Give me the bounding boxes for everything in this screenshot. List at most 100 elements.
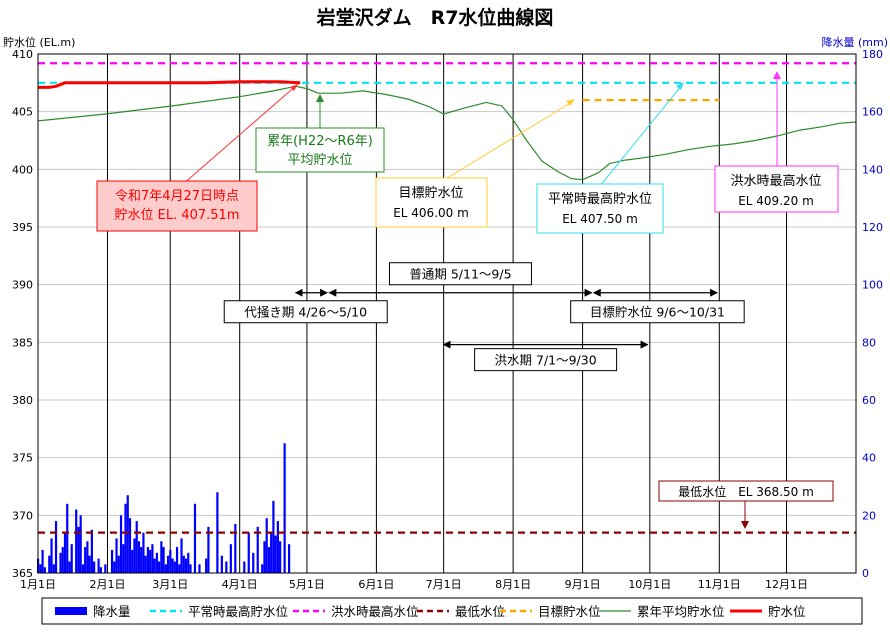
average-level-annotation: 累年(H22～R6年) 平均貯水位 — [255, 94, 385, 173]
legend-label: 貯水位 — [768, 604, 806, 619]
rainfall-bars — [37, 443, 291, 573]
y-tick-left: 365 — [12, 567, 33, 580]
rain-bar — [216, 492, 219, 573]
rain-bar — [166, 555, 170, 573]
rain-bar — [247, 532, 250, 573]
y-tick-right: 0 — [862, 567, 869, 580]
rain-bar — [66, 503, 69, 573]
rain-bar — [164, 564, 167, 573]
rain-bar — [88, 555, 91, 573]
rain-bar — [155, 552, 158, 573]
y-tick-left: 405 — [12, 106, 33, 119]
rain-bar — [122, 544, 125, 573]
x-tick-label: 9月1日 — [565, 578, 601, 591]
x-tick-label: 7月1日 — [426, 578, 462, 591]
rain-bar — [84, 547, 87, 573]
rain-bar — [205, 558, 208, 573]
rain-bar — [229, 544, 232, 573]
y-tick-left: 400 — [12, 163, 33, 176]
rain-bar — [81, 564, 85, 573]
right-axis-ticks: 0 20 40 60 80 100 120 140 160 180 — [862, 48, 883, 580]
period-label: 洪水期 7/1～9/30 — [495, 353, 597, 368]
legend-label: 降水量 — [93, 604, 131, 619]
flood-max-annotation: 洪水時最高水位 EL 409.20 m — [714, 71, 839, 213]
rain-bar — [39, 564, 42, 573]
rain-bar — [162, 547, 165, 573]
rain-bar — [79, 515, 82, 573]
rain-bar — [86, 541, 89, 573]
rain-bar — [149, 549, 152, 573]
legend-label: 平常時最高貯水位 — [188, 604, 288, 619]
rain-bar — [153, 558, 156, 573]
rain-bar — [283, 443, 286, 573]
rain-bar — [243, 561, 246, 573]
rain-bar — [77, 526, 80, 573]
rain-bar — [288, 544, 291, 573]
period-label-box — [388, 262, 532, 286]
x-tick-label: 5月1日 — [289, 578, 325, 591]
rain-bar — [207, 526, 210, 573]
target-annotation-line1: 目標貯水位 — [398, 186, 463, 201]
rain-bar — [267, 547, 271, 573]
period-label-box — [570, 300, 745, 324]
rain-bar — [117, 555, 120, 573]
rain-bar — [128, 518, 132, 573]
period-label: 普通期 5/11～9/5 — [409, 267, 511, 282]
rain-bar — [113, 561, 116, 573]
period-label-box — [223, 300, 388, 324]
rain-bar — [115, 538, 118, 573]
y-tick-right: 80 — [862, 336, 876, 349]
legend-label: 洪水時最高水位 — [331, 604, 419, 619]
rain-bar — [263, 541, 266, 573]
x-axis-ticks: 1月1日 2月1日 3月1日 4月1日 5月1日 6月1日 7月1日 8月1日 9月1日 10月1… — [20, 578, 808, 591]
rain-bar — [133, 538, 136, 573]
rain-bar — [99, 567, 102, 573]
y-tick-right: 100 — [862, 279, 883, 292]
right-axis-label: 降水量 (mm) — [821, 35, 888, 49]
rain-bar — [274, 535, 277, 573]
rain-bar — [110, 549, 114, 573]
rain-bar — [52, 564, 55, 573]
rain-bar — [144, 555, 147, 573]
rain-bar — [272, 500, 275, 573]
rain-bar — [160, 541, 163, 573]
y-tick-left: 410 — [12, 48, 33, 61]
avg-annotation-line2: 平均貯水位 — [287, 153, 352, 168]
y-tick-left: 380 — [12, 394, 33, 407]
current-annotation-line1: 令和7年4月27日時点 — [115, 189, 239, 204]
period-label: 目標貯水位 9/6～10/31 — [590, 305, 725, 320]
rain-bar — [54, 521, 58, 573]
period-label: 代掻き期 4/26～5/10 — [244, 305, 367, 320]
rain-bar — [48, 555, 51, 573]
normal-max-annotation: 平常時最高貯水位 EL 407.50 m — [536, 82, 684, 234]
y-tick-left: 370 — [12, 509, 33, 522]
rain-bar — [187, 552, 190, 573]
avg-annotation-line1: 累年(H22～R6年) — [267, 134, 373, 149]
flood-annotation-line2: EL 409.20 m — [738, 194, 814, 208]
rain-bar — [97, 558, 100, 573]
rain-bar — [184, 558, 188, 573]
target-annotation-line2: EL 406.00 m — [393, 206, 469, 220]
rain-bar — [61, 547, 64, 573]
rain-bar — [225, 561, 228, 573]
target-level-annotation: 目標貯水位 EL 406.00 m — [375, 99, 575, 228]
rain-bar — [119, 515, 123, 573]
rain-bar — [178, 564, 181, 573]
rain-bar — [124, 503, 127, 573]
min-level-annotation: 最低水位 EL 368.50 m — [658, 480, 834, 529]
rain-bar — [41, 549, 44, 573]
min-annotation: 最低水位 EL 368.50 m — [678, 484, 814, 499]
y-tick-right: 180 — [862, 48, 883, 61]
rain-bar — [90, 529, 93, 573]
chart-title: 岩堂沢ダム R7水位曲線図 — [316, 6, 554, 29]
x-tick-label: 2月1日 — [89, 578, 125, 591]
rain-bar — [104, 564, 107, 573]
level-series — [37, 80, 857, 181]
rain-bar — [63, 532, 67, 573]
rain-bar — [50, 538, 53, 573]
rain-bar — [276, 521, 279, 573]
normal-annotation-line2: EL 407.50 m — [562, 212, 638, 226]
x-tick-label: 11月1日 — [698, 578, 741, 591]
y-tick-right: 20 — [862, 509, 876, 522]
